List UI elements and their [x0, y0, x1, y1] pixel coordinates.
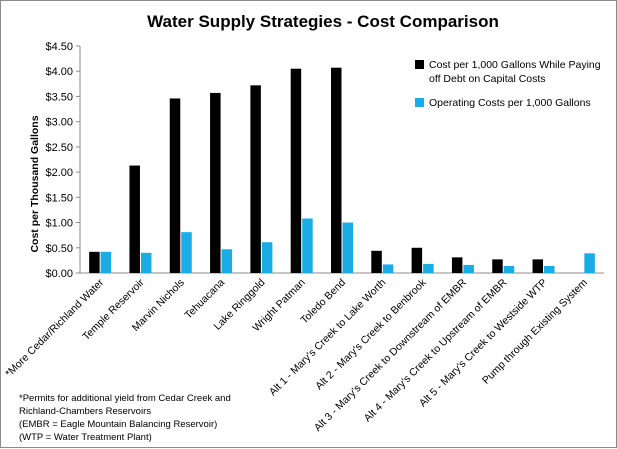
bar-series-1	[411, 247, 423, 273]
bar-series-2	[342, 222, 353, 273]
y-tick-label: $2.50	[45, 142, 73, 154]
bar-series-1	[371, 250, 382, 273]
bar-series-1	[492, 259, 503, 273]
bar-series-2	[100, 251, 112, 273]
footnote-line-3: (EMBR = Eagle Mountain Balancing Reservo…	[19, 419, 217, 430]
bar-series-2	[463, 264, 474, 273]
bar-series-2	[503, 265, 515, 273]
bar-series-2	[584, 253, 595, 273]
bar-series-1	[210, 92, 221, 273]
bar-series-2	[544, 265, 555, 273]
bar-series-1	[290, 68, 302, 273]
y-axis-label: Cost per Thousand Gallons	[29, 115, 41, 252]
bar-series-1	[129, 165, 140, 273]
bar-series-2	[423, 263, 434, 273]
legend-label-series-2: Operating Costs per 1,000 Gallons	[429, 97, 591, 109]
bar-series-1	[89, 251, 100, 273]
bar-series-2	[181, 232, 192, 273]
bar-series-2	[140, 252, 152, 273]
y-tick-label: $1.50	[45, 192, 73, 204]
bar-series-2	[261, 242, 273, 273]
bar-series-1	[331, 67, 342, 274]
bar-series-2	[221, 249, 233, 273]
x-category-label: Alt 4 - Mary's Creek to Upstream of EMBR	[362, 276, 510, 424]
footnote-line-1: *Permits for additional yield from Cedar…	[19, 393, 231, 404]
bar-series-2	[382, 264, 394, 273]
y-tick-label: $3.50	[45, 91, 73, 103]
bar-series-1	[169, 98, 181, 273]
legend-label-series-1-line-2: off Debt on Capital Costs	[429, 73, 546, 85]
footnote-line-2: Richland-Chambers Reservoirs	[19, 406, 151, 417]
y-tick-label: $0.00	[45, 268, 73, 280]
legend-box	[406, 44, 612, 120]
footnote-line-4: (WTP = Water Treatment Plant)	[19, 432, 152, 443]
y-tick-label: $4.50	[45, 41, 73, 53]
legend-swatch-series-1	[415, 60, 424, 69]
chart-title: Water Supply Strategies - Cost Compariso…	[147, 12, 499, 31]
y-tick-label: $0.50	[45, 243, 73, 255]
bar-series-1	[451, 257, 463, 273]
y-tick-label: $2.00	[45, 167, 73, 179]
y-tick-label: $3.00	[45, 117, 73, 129]
bar-series-2	[302, 218, 313, 273]
legend-label-series-1-line-1: Cost per 1,000 Gallons While Paying	[429, 59, 601, 71]
legend-swatch-series-2	[415, 98, 424, 107]
bar-series-1	[532, 259, 544, 273]
x-category-label: Alt 3 - Mary's Creek to Downstream of EM…	[312, 276, 469, 433]
y-tick-label: $4.00	[45, 66, 73, 78]
y-tick-label: $1.00	[45, 218, 73, 230]
footnote: *Permits for additional yield from Cedar…	[19, 393, 231, 443]
bar-series-1	[250, 85, 261, 273]
legend: Cost per 1,000 Gallons While Paying off …	[406, 44, 612, 120]
